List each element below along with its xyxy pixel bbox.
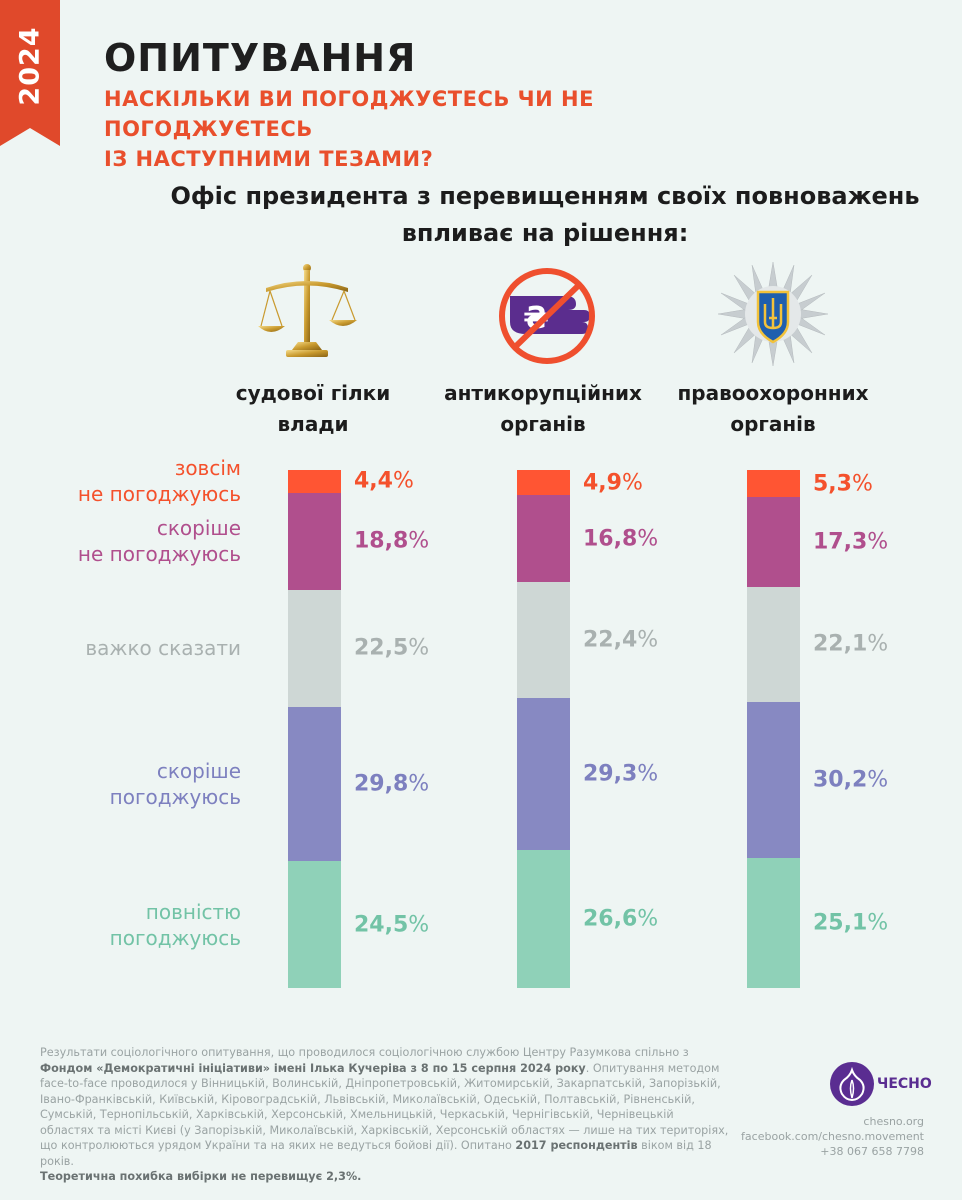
question-line-1: Офіс президента з перевищенням своїх пов… [170,182,920,210]
footer-text: . Опитування методом face-to-face провод… [40,1061,729,1153]
bar-segment-hard_to_say [747,587,800,702]
bar-segment-disagree_rather [747,497,800,588]
badge-notch [0,128,60,146]
column-title-judiciary: судової гілки влади [188,378,438,440]
value-label-disagree_rather: 18,8% [354,528,430,554]
value-label-disagree_full: 4,9% [583,470,643,496]
column-title-line: судової гілки [235,381,391,405]
column-title-line: органів [500,412,586,436]
legend-label-agree_rather: скоріше погоджуюсь [109,758,241,809]
bar-segment-disagree_full [517,470,570,496]
site-link[interactable]: chesno.org [863,1115,924,1128]
chesno-logo-icon [830,1062,874,1106]
question-heading: Офіс президента з перевищенням своїх пов… [130,178,960,252]
subtitle-line-1: НАСКІЛЬКИ ВИ ПОГОДЖУЄТЕСЬ ЧИ НЕ ПОГОДЖУЄ… [104,87,594,141]
bar-segment-disagree_full [288,470,341,493]
bar-segment-disagree_full [747,470,800,498]
scales-icon [258,264,357,357]
value-label-hard_to_say: 22,1% [813,631,889,657]
legend-label-hard_to_say: важко сказати [85,636,241,661]
value-label-agree_full: 26,6% [583,906,659,932]
year-badge: 2024 [0,0,60,146]
question-line-2: впливає на рішення: [401,219,689,247]
column-title-line: антикорупційних [444,381,642,405]
methodology-note: Результати соціологічного опитування, що… [40,1045,730,1185]
no-bribe-icon: ₴ [499,268,595,364]
value-label-disagree_full: 4,4% [354,468,414,494]
brand-name: ЧЕСНО [877,1076,932,1092]
legend-label-disagree_full: зовсім не погоджуюсь [77,456,241,507]
value-label-agree_rather: 29,8% [354,771,430,797]
value-label-disagree_full: 5,3% [813,471,873,497]
footer-bold: Фондом «Демократичні ініціативи» імені І… [40,1061,586,1075]
bar-segment-disagree_rather [288,492,341,591]
value-label-disagree_rather: 17,3% [813,529,889,555]
facebook-link[interactable]: facebook.com/chesno.movement [741,1130,924,1143]
legend-label-agree_full: повністю погоджуюсь [109,899,241,950]
value-label-agree_rather: 29,3% [583,761,659,787]
value-label-disagree_rather: 16,8% [583,526,659,552]
value-label-agree_full: 25,1% [813,910,889,936]
bar-segment-agree_full [747,857,800,988]
bar-segment-agree_full [517,850,570,988]
value-label-hard_to_say: 22,4% [583,627,659,653]
page-title: ОПИТУВАННЯ [104,36,417,80]
phone-number: +38 067 658 7798 [820,1145,924,1158]
bar-segment-agree_rather [517,698,570,851]
column-title-anticorruption: антикорупційних органів [418,378,668,440]
column-title-line: правоохоронних [677,381,869,405]
value-label-agree_full: 24,5% [354,912,430,938]
value-label-agree_rather: 30,2% [813,767,889,793]
legend-label-disagree_rather: скоріше не погоджуюсь [77,516,241,567]
bar-segment-agree_rather [747,701,800,858]
bar-segment-agree_full [288,861,341,988]
contacts: chesno.org facebook.com/chesno.movement … [741,1114,924,1159]
footer-bold: 2017 респондентів [515,1139,638,1152]
bar-segment-hard_to_say [517,582,570,699]
column-title-line: влади [277,412,349,436]
bar-segment-disagree_rather [517,495,570,583]
subtitle-line-2: ІЗ НАСТУПНИМИ ТЕЗАМИ? [104,147,434,171]
column-title-line: органів [730,412,816,436]
page-subtitle: НАСКІЛЬКИ ВИ ПОГОДЖУЄТЕСЬ ЧИ НЕ ПОГОДЖУЄ… [104,84,804,174]
bar-segment-hard_to_say [288,590,341,707]
footer-text: Результати соціологічного опитування, що… [40,1046,689,1059]
margin-of-error: Теоретична похибка вибірки не перевищує … [40,1170,362,1183]
bar-segment-agree_rather [288,706,341,862]
column-title-law-enforcement: правоохоронних органів [648,378,898,440]
year-label: 2024 [14,26,46,106]
footer-text: віком від 18 років. [40,1139,712,1168]
police-star-icon [718,262,828,366]
value-label-hard_to_say: 22,5% [354,635,430,661]
